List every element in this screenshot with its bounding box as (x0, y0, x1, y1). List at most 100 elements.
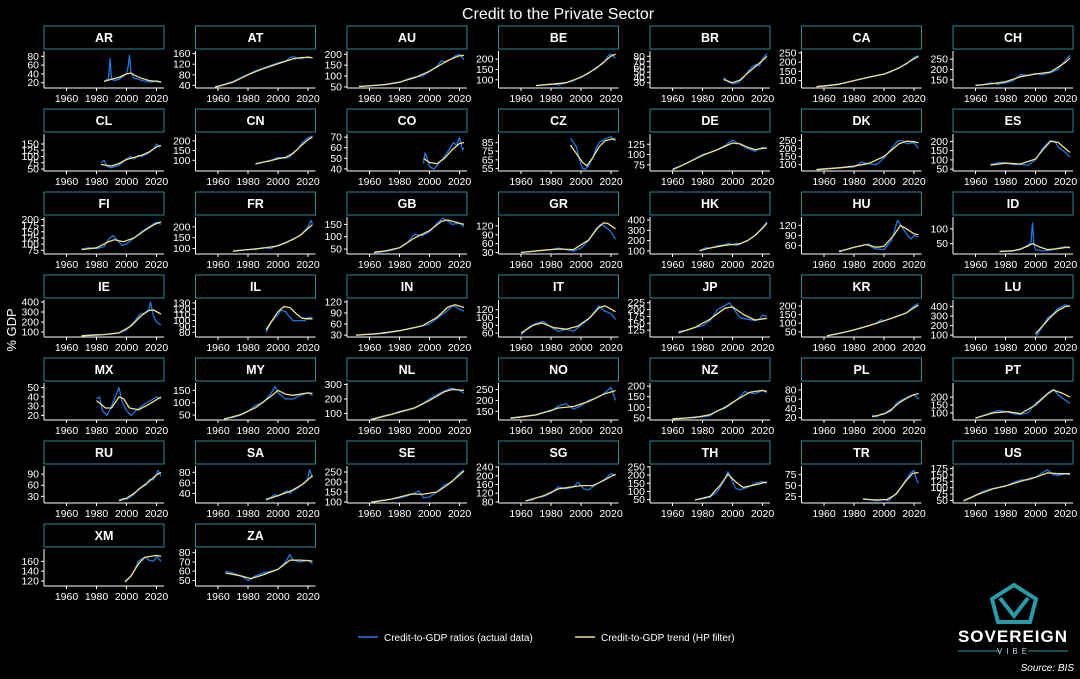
y-tick-label-pt: 200 (930, 392, 948, 404)
x-tick-label-hu: 1980 (842, 259, 866, 271)
panel-title-co: CO (398, 114, 417, 128)
series-trend-kr (826, 304, 919, 337)
y-tick-label-il: 90 (179, 321, 191, 333)
x-tick-label-ie: 1960 (55, 342, 79, 354)
y-tick-label-dk: 250 (779, 135, 797, 147)
y-tick-label-de: 100 (627, 149, 645, 161)
panel-title-in: IN (401, 280, 414, 294)
x-tick-label-nz: 1960 (661, 425, 685, 437)
panel-strip-be (498, 25, 619, 50)
x-tick-label-hu: 1960 (812, 259, 836, 271)
series-actual-cl (100, 143, 162, 169)
x-tick-label-au: 2000 (418, 93, 442, 105)
y-tick-label-de: 125 (627, 139, 645, 151)
x-tick-label-in: 2020 (448, 342, 472, 354)
series-trend-ch (975, 57, 1071, 87)
y-tick-label-es: 150 (930, 145, 948, 157)
y-tick-label-nz: 50 (633, 412, 645, 424)
x-tick-label-mx: 2000 (115, 425, 139, 437)
panel-strip-at (195, 25, 316, 50)
panel-title-pt: PT (1005, 363, 1021, 377)
x-tick-label-fi: 2020 (145, 259, 169, 271)
y-tick-label-ca: 100 (779, 75, 797, 87)
y-tick-label-cn: 100 (173, 155, 191, 167)
y-tick-label-xm: 140 (21, 566, 39, 578)
y-tick-label-nz: 100 (627, 402, 645, 414)
x-tick-label-fi: 2000 (115, 259, 139, 271)
panel-strip-xm (43, 523, 165, 548)
panel-title-cn: CN (246, 114, 264, 128)
series-actual-in (355, 304, 465, 336)
panel-title-lu: LU (1005, 280, 1022, 294)
panel-title-tr: TR (853, 446, 870, 460)
y-tick-label-sg: 200 (476, 470, 494, 482)
y-tick-label-th: 200 (627, 470, 645, 482)
y-tick-label-in: 30 (330, 330, 342, 342)
x-tick-label-tr: 2020 (902, 508, 926, 520)
x-tick-label-it: 2020 (599, 342, 623, 354)
series-actual-ar (103, 54, 162, 84)
series-actual-kr (826, 302, 919, 337)
y-tick-label-gr: 30 (482, 247, 494, 259)
x-tick-label-ca: 1980 (842, 93, 866, 105)
x-tick-label-it: 1960 (509, 342, 533, 354)
panel-strip-gb (346, 191, 468, 216)
panel-title-hk: HK (701, 197, 719, 211)
panel-strip-sa (195, 440, 316, 465)
x-tick-label-ru: 1980 (85, 508, 109, 520)
y-tick-label-no: 150 (476, 406, 494, 418)
y-tick-label-ru: 90 (27, 469, 39, 481)
y-tick-label-at: 80 (179, 69, 191, 81)
x-tick-label-ie: 2000 (115, 342, 139, 354)
brand-tagline: VIBE (997, 647, 1031, 656)
panel-strip-co (346, 108, 468, 133)
x-tick-label-il: 1960 (206, 342, 230, 354)
x-tick-label-se: 2020 (448, 508, 472, 520)
series-trend-es (990, 140, 1071, 166)
x-tick-label-cl: 1960 (55, 176, 79, 188)
y-tick-label-ch: 150 (930, 74, 948, 86)
x-tick-label-sg: 1980 (539, 508, 563, 520)
y-tick-label-fi: 125 (21, 232, 39, 244)
y-tick-label-br: 80 (633, 51, 645, 63)
y-tick-label-cl: 150 (21, 139, 39, 151)
panel-title-ru: RU (95, 446, 113, 460)
x-tick-label-ar: 2020 (145, 93, 169, 105)
y-tick-label-se: 200 (324, 477, 342, 489)
y-tick-label-sg: 240 (476, 462, 494, 474)
y-tick-label-co: 50 (330, 153, 342, 165)
panel-strip-cz (498, 108, 619, 133)
y-tick-label-cn: 150 (173, 145, 191, 157)
series-trend-cz (569, 138, 616, 167)
y-tick-label-gr: 60 (482, 238, 494, 250)
panel-title-gr: GR (549, 197, 568, 211)
x-tick-label-cl: 2020 (145, 176, 169, 188)
x-tick-label-us: 2000 (1024, 508, 1048, 520)
x-tick-label-pt: 1960 (964, 425, 988, 437)
x-tick-label-nz: 2020 (751, 425, 775, 437)
series-actual-it (520, 305, 617, 336)
y-tick-label-hk: 300 (627, 225, 645, 237)
y-tick-label-us: 175 (930, 463, 948, 475)
x-tick-label-lu: 2020 (1054, 342, 1078, 354)
panel-strip-au (346, 25, 468, 50)
x-tick-label-es: 2000 (1024, 176, 1048, 188)
x-tick-label-ch: 2000 (1024, 93, 1048, 105)
y-tick-label-pl: 20 (785, 412, 797, 424)
panel-id: ID 50 100 1960 1980 2000 2020 (930, 191, 1077, 271)
panel-strip-ca (801, 25, 922, 50)
x-tick-label-at: 1980 (236, 93, 260, 105)
y-tick-label-sg: 120 (476, 488, 494, 500)
series-actual-at (214, 56, 313, 88)
x-tick-label-ar: 1960 (55, 93, 79, 105)
y-tick-label-ar: 40 (27, 68, 39, 80)
y-axis-label: % GDP (4, 308, 19, 351)
y-tick-label-in: 90 (330, 307, 342, 319)
